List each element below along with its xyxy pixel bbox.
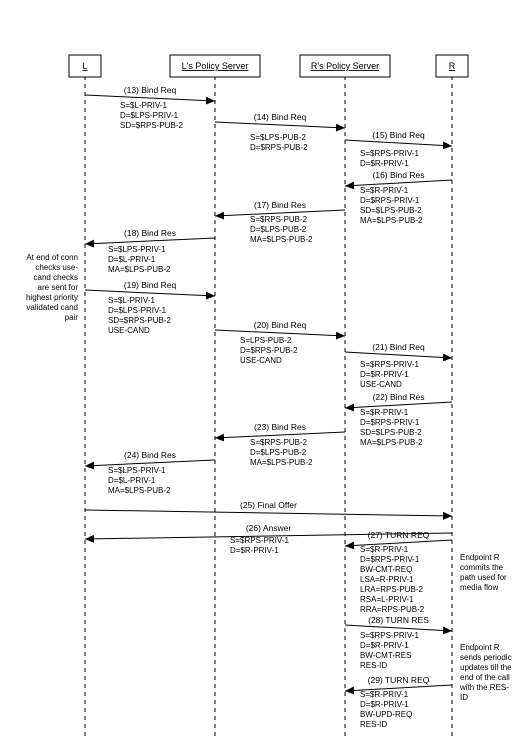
message-data-17-2: MA=$LPS-PUB-2 xyxy=(250,235,313,244)
message-data-27-3: LSA=R-PRIV-1 xyxy=(360,575,414,584)
message-label-14: (14) Bind Req xyxy=(254,112,307,122)
message-data-28-3: RES-ID xyxy=(360,661,387,670)
side-note-0-2: cand checks xyxy=(34,273,78,282)
message-data-27-6: RRA=RPS-PUB-2 xyxy=(360,605,425,614)
message-label-19: (19) Bind Req xyxy=(124,280,177,290)
lifeline-label-R: R xyxy=(449,61,456,71)
side-note-1-1: commits the xyxy=(460,563,504,572)
message-data-22-1: D=$RPS-PRIV-1 xyxy=(360,418,420,427)
message-arrow-18 xyxy=(85,238,215,244)
side-note-0-1: checks use- xyxy=(35,263,78,272)
message-data-19-3: USE-CAND xyxy=(108,326,150,335)
message-data-20-0: S=LPS-PUB-2 xyxy=(240,336,292,345)
message-data-21-1: D=$R-PRIV-1 xyxy=(360,370,409,379)
message-arrow-14 xyxy=(215,122,345,128)
message-data-27-4: LRA=RPS-PUB-2 xyxy=(360,585,423,594)
message-data-14-0: S=$LPS-PUB-2 xyxy=(250,133,306,142)
message-label-25: (25) Final Offer xyxy=(240,500,297,510)
message-data-26-0: S=$RPS-PRIV-1 xyxy=(230,536,289,545)
message-data-16-0: S=$R-PRIV-1 xyxy=(360,186,409,195)
side-note-0-3: are sent for xyxy=(38,283,79,292)
message-data-19-0: S=$L-PRIV-1 xyxy=(108,296,155,305)
side-note-2-0: Endpoint R xyxy=(460,643,500,652)
message-data-27-0: S=$R-PRIV-1 xyxy=(360,545,409,554)
message-data-24-2: MA=$LPS-PUB-2 xyxy=(108,486,171,495)
message-arrow-21 xyxy=(345,352,452,358)
message-data-20-2: USE-CAND xyxy=(240,356,282,365)
message-label-27: (27) TURN REQ xyxy=(368,530,430,540)
message-data-17-1: D=$LPS-PUB-2 xyxy=(250,225,307,234)
message-data-22-2: SD=$LPS-PUB-2 xyxy=(360,428,422,437)
message-label-22: (22) Bind Res xyxy=(373,392,425,402)
message-data-13-0: S=$L-PRIV-1 xyxy=(120,101,167,110)
side-note-1-0: Endpoint R xyxy=(460,553,500,562)
message-data-16-2: SD=$LPS-PUB-2 xyxy=(360,206,422,215)
message-label-16: (16) Bind Res xyxy=(373,170,425,180)
message-label-23: (23) Bind Res xyxy=(254,422,306,432)
message-data-23-0: S=$RPS-PUB-2 xyxy=(250,438,308,447)
message-label-29: (29) TURN REQ xyxy=(368,675,430,685)
message-data-28-1: D=$R-PRIV-1 xyxy=(360,641,409,650)
message-data-24-1: D=$L-PRIV-1 xyxy=(108,476,156,485)
sequence-diagram: L L's Policy Server R's Policy Server R (13)… xyxy=(0,0,528,748)
message-data-20-1: D=$RPS-PUB-2 xyxy=(240,346,298,355)
message-data-16-3: MA=$LPS-PUB-2 xyxy=(360,216,423,225)
message-data-27-2: BW-CMT-REQ xyxy=(360,565,412,574)
side-note-2-3: end of the call xyxy=(460,673,510,682)
side-note-0-0: At end of conn xyxy=(26,253,78,262)
message-data-22-3: MA=$LPS-PUB-2 xyxy=(360,438,423,447)
message-data-19-1: D=$LPS-PRIV-1 xyxy=(108,306,167,315)
message-data-29-2: BW-UPD-REQ xyxy=(360,710,412,719)
message-label-20: (20) Bind Req xyxy=(254,320,307,330)
side-note-2-4: with the RES- xyxy=(459,683,509,692)
side-note-0-4: highest priority xyxy=(26,293,78,302)
message-data-27-5: RSA=L-PRIV-1 xyxy=(360,595,414,604)
message-data-15-1: D=$R-PRIV-1 xyxy=(360,159,409,168)
message-data-29-0: S=$R-PRIV-1 xyxy=(360,690,409,699)
side-note-0-6: pair xyxy=(65,313,79,322)
message-label-21: (21) Bind Req xyxy=(372,342,425,352)
message-data-23-2: MA=$LPS-PUB-2 xyxy=(250,458,313,467)
message-data-29-3: RES-ID xyxy=(360,720,387,729)
message-arrow-25 xyxy=(85,510,452,516)
side-note-1-3: media flow xyxy=(460,583,498,592)
message-label-15: (15) Bind Req xyxy=(372,130,425,140)
message-label-17: (17) Bind Res xyxy=(254,200,306,210)
message-data-21-2: USE-CAND xyxy=(360,380,402,389)
message-label-24: (24) Bind Res xyxy=(124,450,176,460)
message-data-14-1: D=$RPS-PUB-2 xyxy=(250,143,308,152)
message-data-18-1: D=$L-PRIV-1 xyxy=(108,255,156,264)
message-data-15-0: S=$RPS-PRIV-1 xyxy=(360,149,419,158)
message-data-13-1: D=$LPS-PRIV-1 xyxy=(120,111,179,120)
message-label-13: (13) Bind Req xyxy=(124,85,177,95)
message-data-13-2: SD=$RPS-PUB-2 xyxy=(120,121,183,130)
message-data-27-1: D=$RPS-PRIV-1 xyxy=(360,555,420,564)
message-data-19-2: SD=$RPS-PUB-2 xyxy=(108,316,171,325)
message-data-28-2: BW-CMT-RES xyxy=(360,651,411,660)
lifeline-label-RPS: R's Policy Server xyxy=(311,61,379,71)
message-arrow-15 xyxy=(345,140,452,146)
message-data-16-1: D=$RPS-PRIV-1 xyxy=(360,196,420,205)
message-data-18-0: S=$LPS-PRIV-1 xyxy=(108,245,166,254)
message-data-21-0: S=$RPS-PRIV-1 xyxy=(360,360,419,369)
message-data-28-0: S=$RPS-PRIV-1 xyxy=(360,631,419,640)
side-note-2-2: updates till the xyxy=(460,663,512,672)
message-label-18: (18) Bind Res xyxy=(124,228,176,238)
side-note-1-2: path used for xyxy=(460,573,507,582)
message-data-17-0: S=$RPS-PUB-2 xyxy=(250,215,308,224)
message-label-26: (26) Answer xyxy=(246,523,292,533)
message-data-26-1: D=$R-PRIV-1 xyxy=(230,546,279,555)
lifeline-label-L: L xyxy=(82,61,87,71)
lifeline-label-LPS: L's Policy Server xyxy=(182,61,249,71)
message-data-23-1: D=$LPS-PUB-2 xyxy=(250,448,307,457)
side-note-0-5: validated cand xyxy=(26,303,78,312)
message-data-18-2: MA=$LPS-PUB-2 xyxy=(108,265,171,274)
message-data-24-0: S=$LPS-PRIV-1 xyxy=(108,466,166,475)
side-note-2-1: sends periodic xyxy=(460,653,512,662)
side-note-2-5: ID xyxy=(460,693,468,702)
message-data-22-0: S=$R-PRIV-1 xyxy=(360,408,409,417)
message-data-29-1: D=$R-PRIV-1 xyxy=(360,700,409,709)
message-label-28: (28) TURN RES xyxy=(368,615,429,625)
